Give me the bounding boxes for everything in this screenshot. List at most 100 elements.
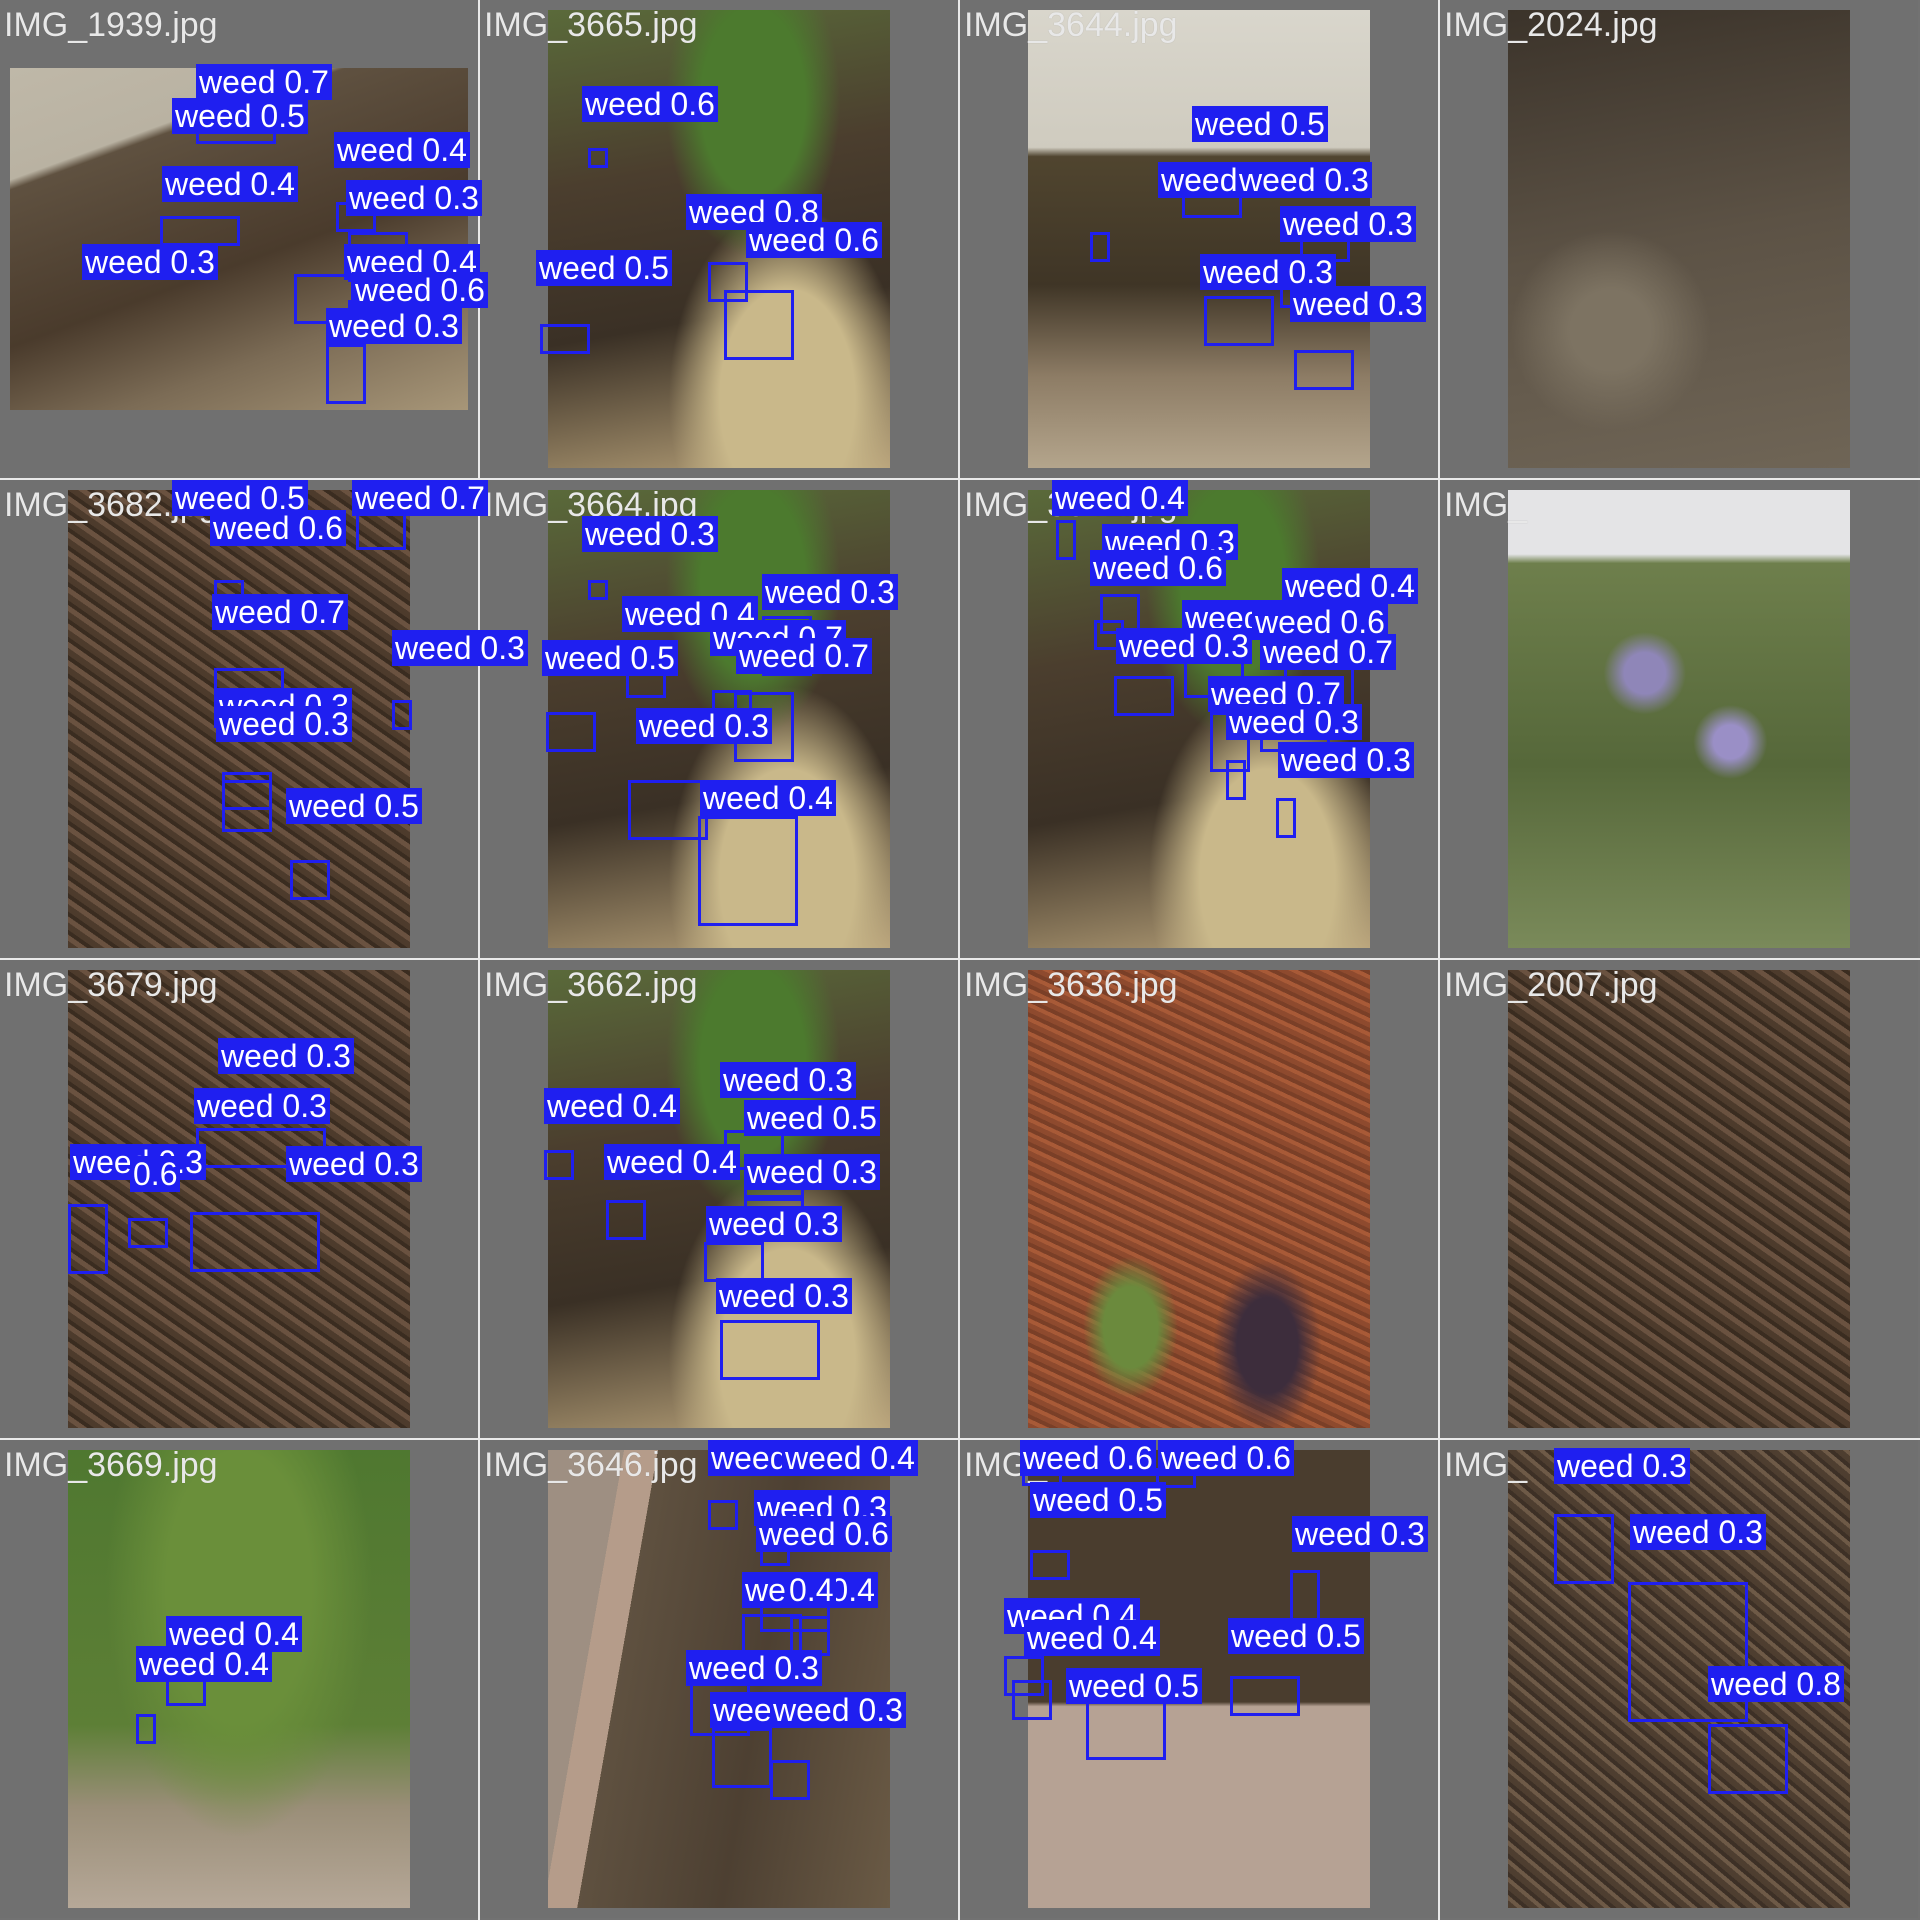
detection-box — [698, 816, 798, 926]
detection-box — [770, 1760, 810, 1800]
detection-label: weed 0.3 — [392, 630, 528, 666]
detection-box — [1086, 1700, 1166, 1760]
detection-box — [128, 1218, 168, 1248]
detection-label: weed 0.3 — [762, 574, 898, 610]
detection-label: weed 0.3 — [636, 708, 772, 744]
detection-label: weed 0.5 — [172, 98, 308, 134]
detection-label: weed 0.4 — [166, 1616, 302, 1652]
detection-box — [1226, 760, 1246, 800]
detection-label: weed 0.3 — [720, 1062, 856, 1098]
detection-box — [540, 324, 590, 354]
image-cell: IMG_3636.jpg — [960, 960, 1438, 1438]
detection-label: weed 0.3 — [1278, 742, 1414, 778]
filename-label: IMG_2007.jpg — [1444, 966, 1658, 1004]
detection-label: weed 0.5 — [1030, 1482, 1166, 1518]
image-cell: IMG_3664.jpg weed 0.3 weed 0.3 weed 0.4 weed… — [480, 480, 958, 958]
detection-box — [704, 1242, 764, 1282]
detection-box — [720, 1320, 820, 1380]
filename-label: IMG_3646.jpg — [484, 1446, 698, 1484]
detection-box — [1090, 232, 1110, 262]
image-cell: IMG_3646.jpg weed 0.3 weed 0.4 weed 0.3 weed… — [480, 1440, 958, 1918]
photo — [1028, 970, 1370, 1428]
grid-divider — [958, 0, 960, 1920]
detection-label: weed 0.3 — [326, 308, 462, 344]
detection-box — [1708, 1724, 1788, 1794]
detection-box — [628, 780, 708, 840]
filename-label: IMG_1939.jpg — [4, 6, 218, 44]
detection-label: weed 0.3 — [686, 1650, 822, 1686]
detection-label: weed 0.3 — [1236, 162, 1372, 198]
detection-label: 0.6 — [130, 1156, 181, 1192]
detection-label: weed 0.4 — [1052, 480, 1188, 516]
detection-box — [724, 290, 794, 360]
detection-label: weed 0.3 — [346, 180, 482, 216]
detection-label: weed 0.3 — [744, 1154, 880, 1190]
detection-box — [1230, 1676, 1300, 1716]
detection-box — [136, 1714, 156, 1744]
detection-box — [222, 780, 272, 810]
detection-box — [160, 216, 240, 246]
image-cell: IMG_2007.jpg — [1440, 960, 1918, 1438]
image-cell: IMG_ — [1440, 480, 1918, 958]
detection-label: weed 0.4 — [782, 1440, 918, 1476]
detection-box — [1030, 1550, 1070, 1580]
detection-box — [588, 580, 608, 600]
detection-label: weed 0.3 — [1630, 1514, 1766, 1550]
filename-label: IMG_3636.jpg — [964, 966, 1178, 1004]
detection-label: weed 0.6 — [1158, 1440, 1294, 1476]
filename-label: IMG_ — [1444, 486, 1528, 524]
detection-label: weed 0.5 — [536, 250, 672, 286]
detection-label: weed 0.4 — [136, 1646, 272, 1682]
detection-box — [68, 1204, 108, 1274]
photo — [1508, 10, 1850, 468]
detection-label: weed 0.7 — [212, 594, 348, 630]
detection-label: weed 0.4 — [700, 780, 836, 816]
image-cell: IMG_3679.jpg weed 0.3 weed 0.3 weed 0.3 0.6 w… — [0, 960, 478, 1438]
detection-label: weed 0.5 — [744, 1100, 880, 1136]
detection-label: weed 0.6 — [1020, 1440, 1156, 1476]
filename-label: IMG_3669.jpg — [4, 1446, 218, 1484]
filename-label: IMG_3644.jpg — [964, 6, 1178, 44]
detection-label: weed 0.3 — [1554, 1448, 1690, 1484]
detection-label: weed 0.3 — [706, 1206, 842, 1242]
detection-label: weed 0.6 — [352, 272, 488, 308]
detection-box — [1276, 798, 1296, 838]
image-cell: IMG_ weed 0.3 weed 0.3 weed 0.8 — [1440, 1440, 1918, 1918]
detection-box — [1004, 1656, 1044, 1696]
detection-label: weed 0.3 — [82, 244, 218, 280]
detection-label: weed 0.3 — [1290, 286, 1426, 322]
detection-label: weed 0.3 — [216, 706, 352, 742]
image-cell: IMG_3665.jpg weed 0.6 weed 0.8 weed 0.6 weed… — [480, 0, 958, 478]
detection-box — [1056, 520, 1076, 560]
detection-box — [326, 344, 366, 404]
detection-label: weed 0.3 — [1200, 254, 1336, 290]
grid-divider — [1438, 0, 1440, 1920]
image-cell: IMG_3662.jpg weed 0.4 weed 0.3 weed 0.5 weed… — [480, 960, 958, 1438]
grid-divider — [478, 0, 480, 1920]
photo — [548, 970, 890, 1428]
detection-box — [290, 860, 330, 900]
detection-label: weed 0.4 — [1024, 1620, 1160, 1656]
detection-box — [1114, 676, 1174, 716]
detection-label: weed 0.3 — [582, 516, 718, 552]
detection-label: weed 0.4 — [604, 1144, 740, 1180]
photo — [1508, 490, 1850, 948]
detection-label: weed 0.7 — [352, 480, 488, 516]
grid-divider — [0, 1438, 1920, 1440]
grid-divider — [0, 478, 1920, 480]
detection-box — [1554, 1514, 1614, 1584]
detection-label: weed 0.4 — [162, 166, 298, 202]
detection-box — [712, 1728, 772, 1788]
detection-label: weed 0.5 — [1228, 1618, 1364, 1654]
detection-label: weed 0.4 — [544, 1088, 680, 1124]
detection-label: weed 0.4 — [334, 132, 470, 168]
detection-box — [588, 148, 608, 168]
detection-box — [1012, 1680, 1052, 1720]
detection-label: weed 0.3 — [1280, 206, 1416, 242]
image-cell: IMG_1939.jpg weed 0.7 weed 0.5 weed 0.4 weed… — [0, 0, 488, 478]
detection-label: weed 0.3 — [1116, 628, 1252, 664]
detection-label: weed 0.6 — [582, 86, 718, 122]
detection-box — [708, 1500, 738, 1530]
detection-label: weed 0.3 — [1292, 1516, 1428, 1552]
